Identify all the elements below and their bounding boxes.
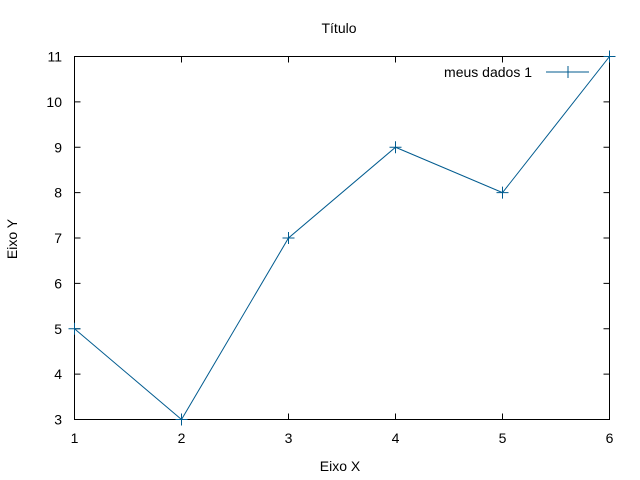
y-tick-label: 6 <box>54 275 62 291</box>
data-point-marker <box>282 232 295 244</box>
y-tick-label: 10 <box>46 94 62 110</box>
y-axis-label: Eixo Y <box>4 218 20 259</box>
data-point-marker <box>68 322 81 335</box>
x-tick-label: 6 <box>606 430 614 446</box>
series-layer <box>68 50 616 426</box>
y-tick-label: 4 <box>54 366 62 382</box>
x-tick-label: 3 <box>285 430 293 446</box>
y-tick-label: 11 <box>47 49 62 65</box>
data-point-marker <box>603 50 616 63</box>
x-axis-label: Eixo X <box>320 458 361 474</box>
axis-tick-labels: 1 2 3 4 5 6 3 4 5 6 7 8 9 10 11 <box>46 49 613 447</box>
data-point-marker <box>496 186 509 199</box>
y-tick-label: 8 <box>54 185 62 201</box>
x-tick-label: 5 <box>499 430 507 446</box>
legend-label: meus dados 1 <box>444 64 532 80</box>
series-line <box>74 56 610 421</box>
chart-title: Título <box>321 20 356 36</box>
plot-border <box>74 56 610 420</box>
y-tick-label: 5 <box>54 321 62 337</box>
data-point-marker <box>175 413 188 426</box>
y-tick-label: 9 <box>54 139 62 155</box>
data-point-marker <box>389 141 402 154</box>
x-tick-label: 2 <box>178 430 186 446</box>
y-tick-label: 3 <box>54 412 62 428</box>
legend-marker <box>562 66 574 78</box>
y-tick-label: 7 <box>54 230 62 246</box>
x-tick-label: 1 <box>71 430 79 446</box>
x-tick-label: 4 <box>392 430 400 446</box>
legend: meus dados 1 <box>444 64 589 80</box>
